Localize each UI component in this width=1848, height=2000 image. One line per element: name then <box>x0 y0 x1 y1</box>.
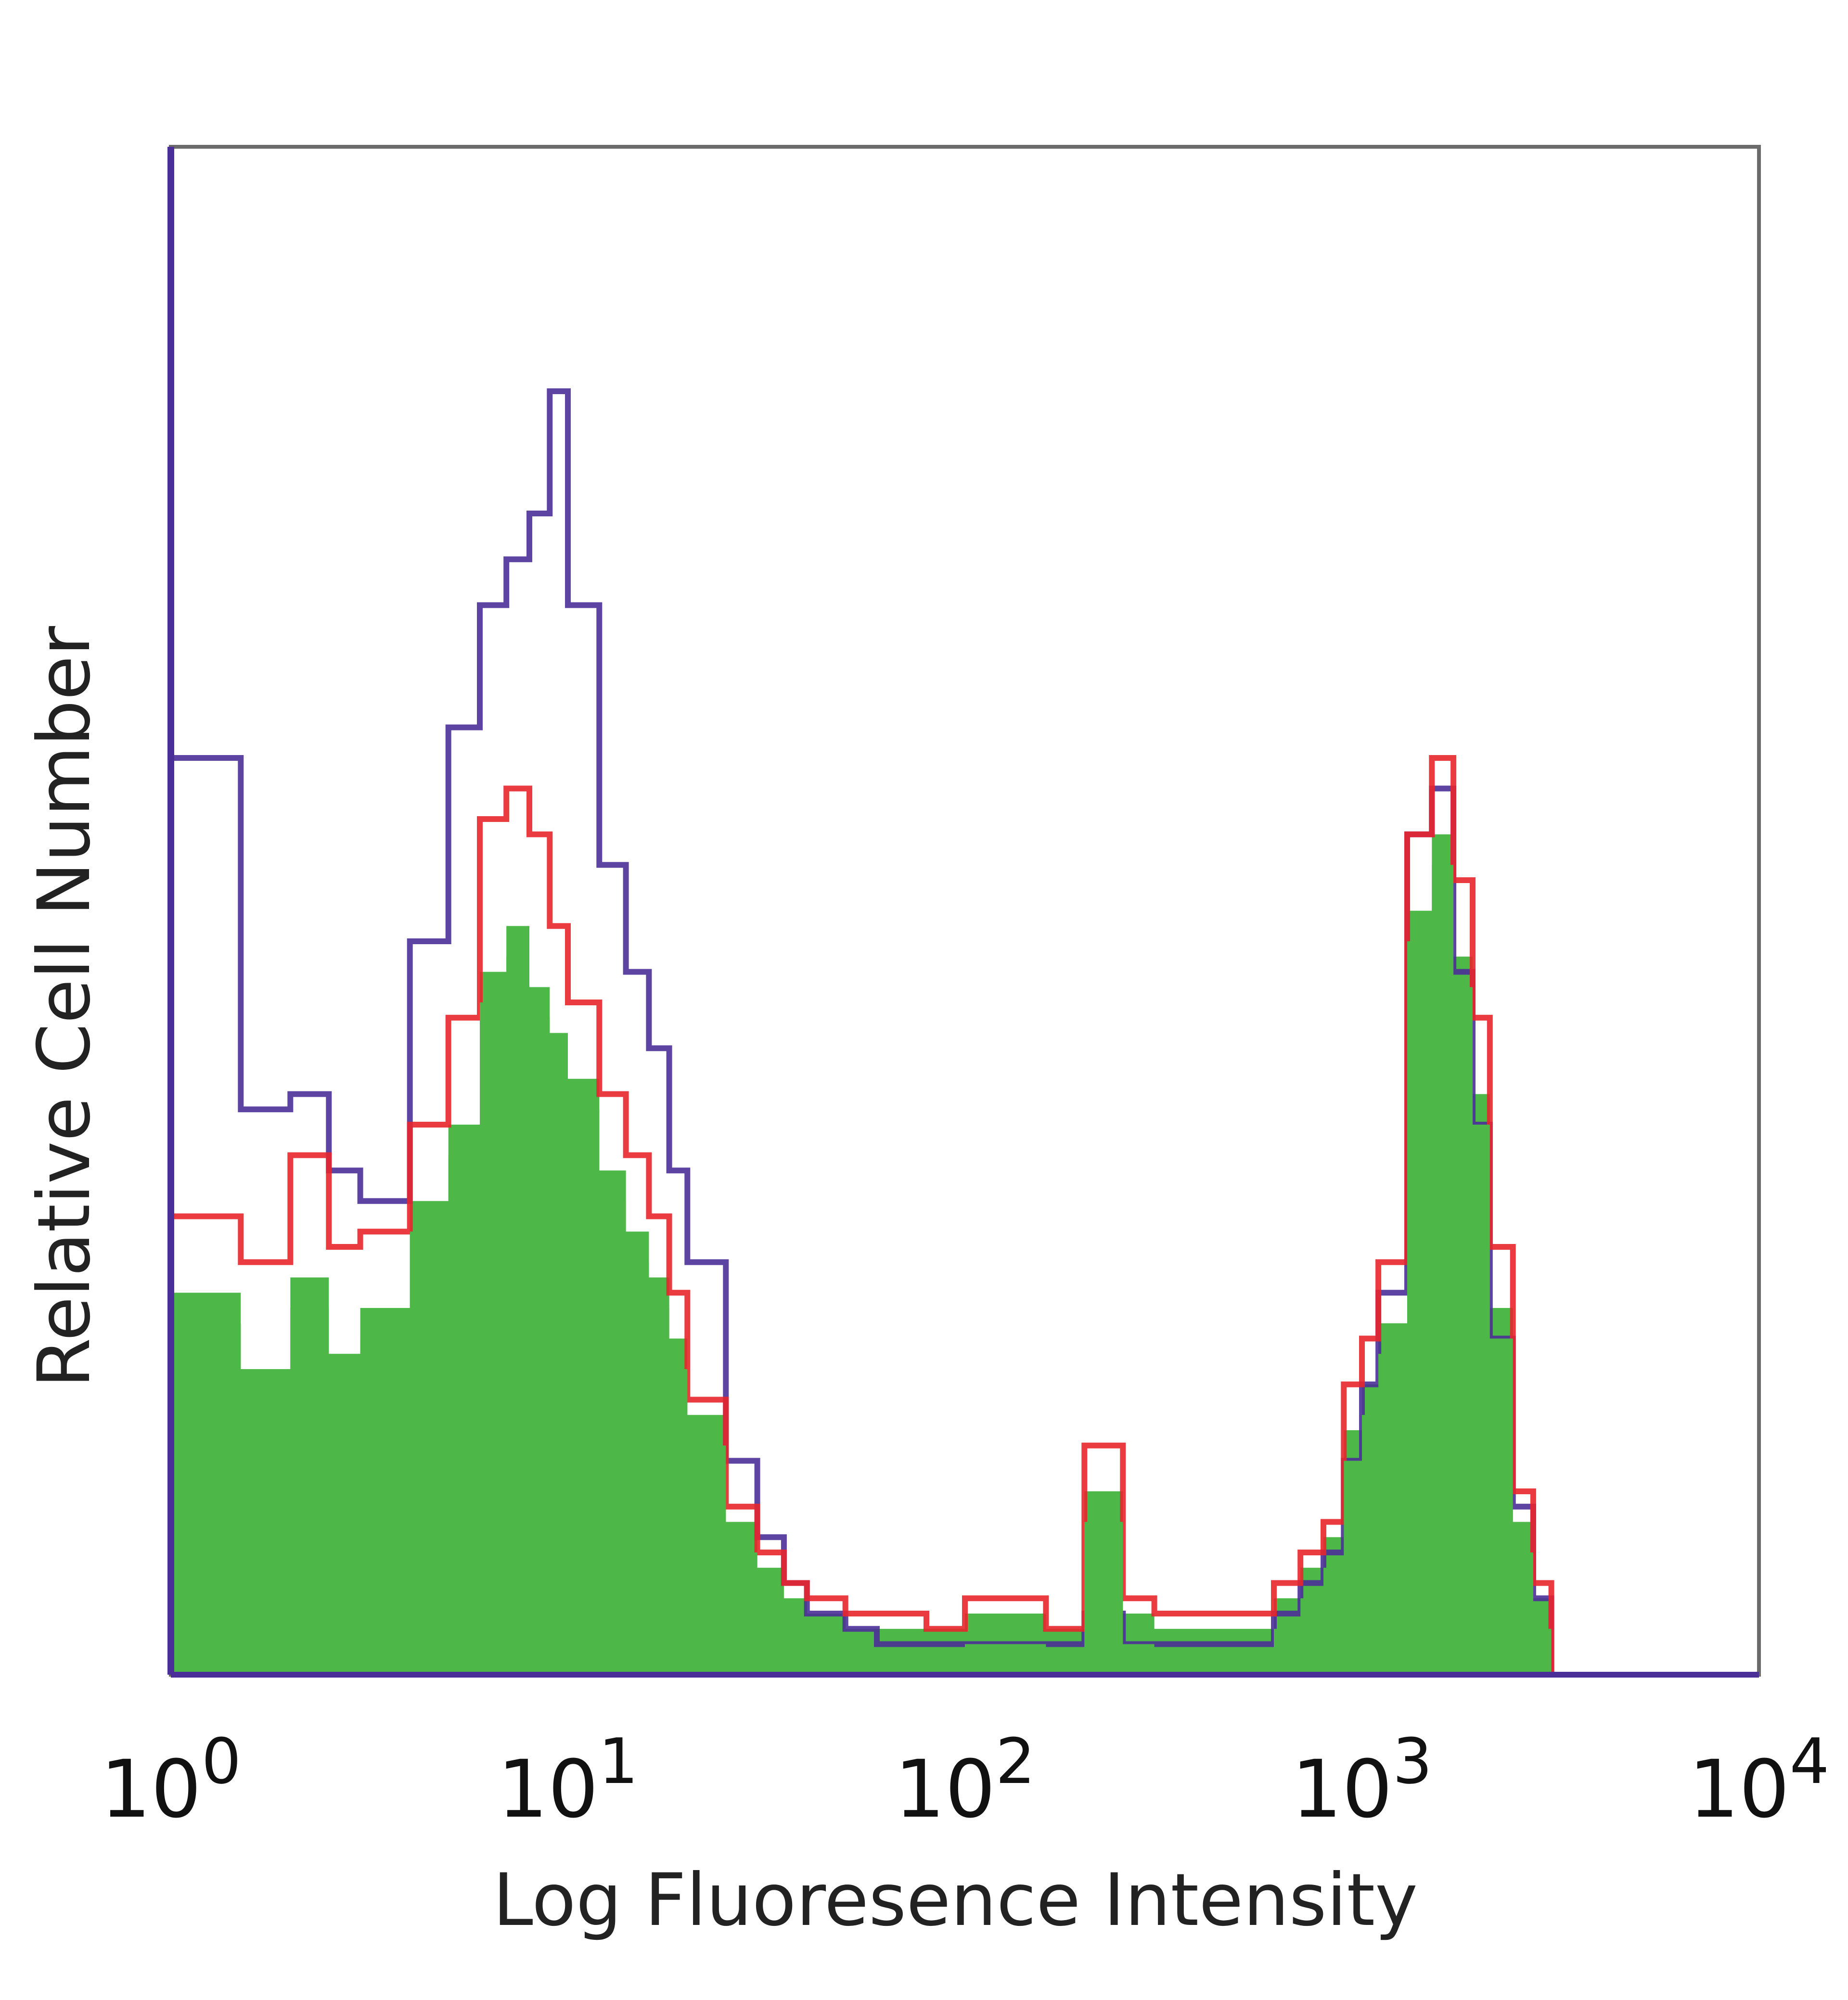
series-1-line <box>168 755 1759 1678</box>
x-tick-labels: 100 101 102 103 104 <box>101 1725 1830 1835</box>
x-tick-label-0: 100 <box>101 1725 242 1835</box>
x-tick-label-2: 102 <box>895 1725 1036 1835</box>
series-layer <box>168 388 1759 1678</box>
y-axis-title: Relative Cell Number <box>23 626 106 1388</box>
x-tick-label-4: 104 <box>1689 1725 1830 1835</box>
series-2-fill-overlay <box>171 865 1759 1675</box>
x-axis-title: Log Fluoresence Intensity <box>493 1859 1418 1942</box>
x-tick-label-1: 101 <box>498 1725 639 1835</box>
x-tick-label-3: 103 <box>1292 1725 1433 1835</box>
